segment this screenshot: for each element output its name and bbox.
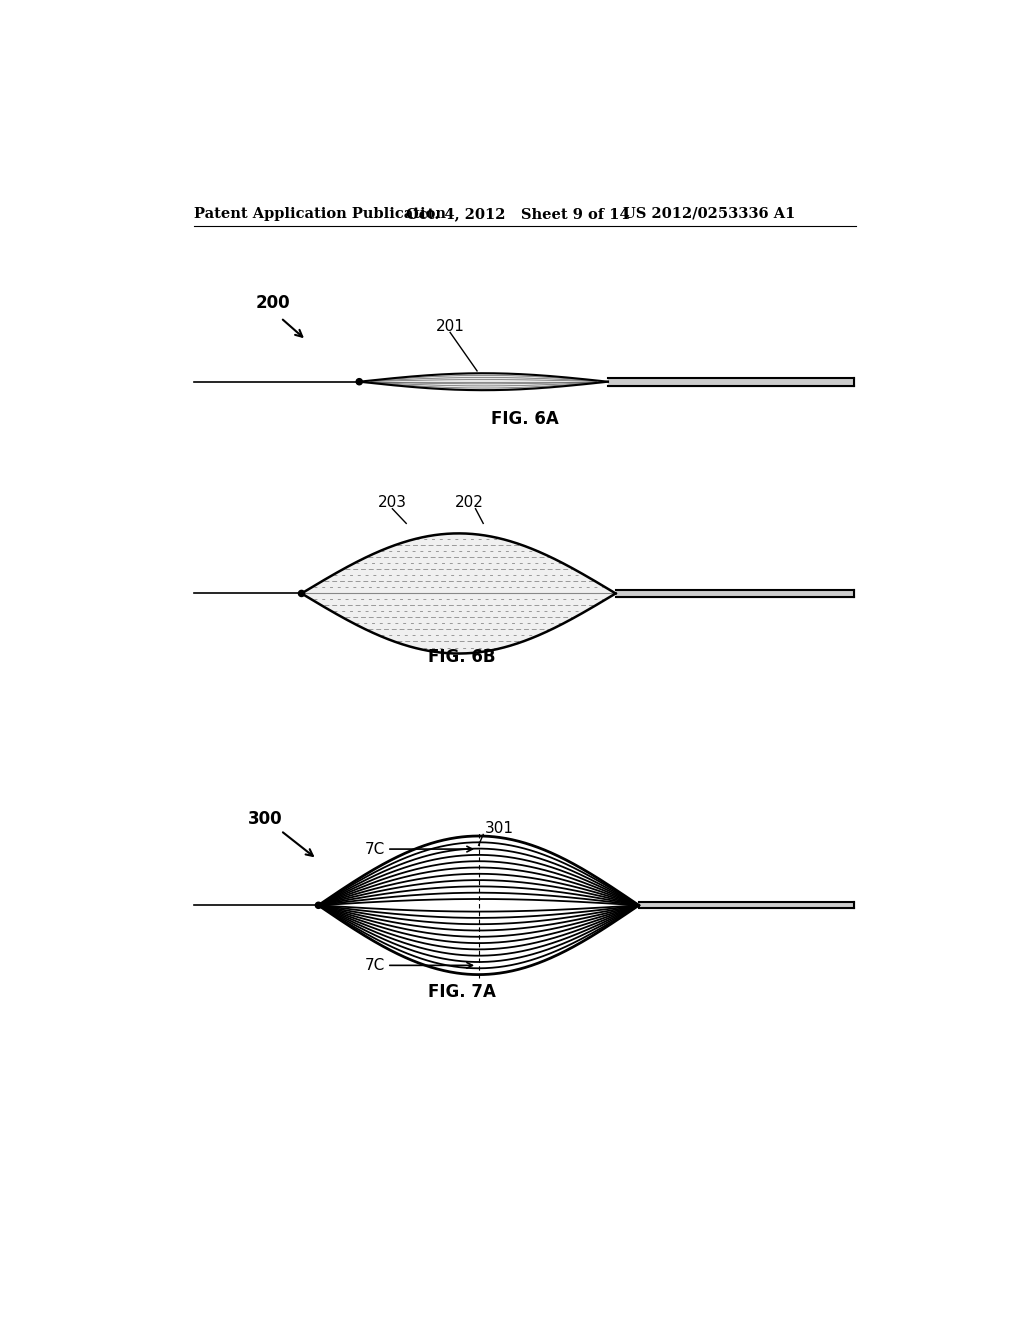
Circle shape [315, 903, 322, 908]
Text: 301: 301 [484, 821, 514, 836]
Text: 7C: 7C [365, 842, 385, 858]
Text: 203: 203 [378, 495, 407, 510]
Text: 201: 201 [435, 318, 465, 334]
Text: US 2012/0253336 A1: US 2012/0253336 A1 [624, 207, 796, 220]
Circle shape [356, 379, 362, 385]
Text: FIG. 6A: FIG. 6A [490, 409, 559, 428]
Circle shape [298, 590, 304, 597]
Text: FIG. 7A: FIG. 7A [428, 982, 496, 1001]
Text: 300: 300 [248, 810, 283, 828]
Text: 7C: 7C [365, 958, 385, 973]
Text: 200: 200 [255, 294, 290, 312]
Text: Oct. 4, 2012   Sheet 9 of 14: Oct. 4, 2012 Sheet 9 of 14 [407, 207, 630, 220]
Text: FIG. 6B: FIG. 6B [428, 648, 496, 667]
Text: Patent Application Publication: Patent Application Publication [194, 207, 445, 220]
Text: 202: 202 [455, 495, 483, 510]
